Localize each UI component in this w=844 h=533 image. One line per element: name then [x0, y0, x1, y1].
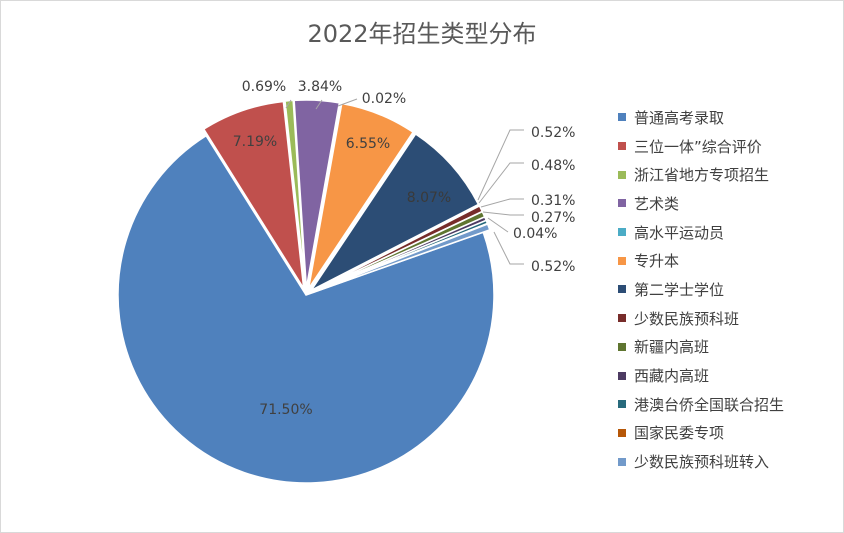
leader-line-7	[477, 129, 524, 201]
legend-swatch	[618, 228, 626, 237]
legend-item: 专升本	[618, 246, 784, 275]
legend-swatch	[618, 457, 626, 466]
data-label-11: 0.04%	[513, 226, 557, 242]
pie-slice-6	[308, 132, 480, 293]
legend-item: 国家民委专项	[618, 419, 784, 448]
pie-slice-4	[306, 102, 342, 289]
leader-line-4	[337, 98, 358, 107]
data-label-7: 0.52%	[531, 125, 575, 141]
legend-label: 少数民族预科班转入	[634, 453, 770, 472]
legend-swatch	[618, 314, 626, 323]
legend-swatch	[618, 199, 626, 208]
data-label-4: 0.02%	[362, 91, 406, 107]
data-label-1: 7.19%	[233, 134, 277, 150]
legend-swatch	[618, 256, 626, 265]
legend-item: 艺术类	[618, 189, 784, 218]
legend-swatch	[618, 428, 626, 437]
legend-label: 高水平运动员	[634, 223, 725, 242]
legend-item: 少数民族预科班	[618, 304, 784, 333]
legend-swatch	[618, 371, 626, 380]
pie-slice-3	[293, 99, 341, 289]
data-label-2: 0.69%	[242, 79, 286, 95]
legend-label: 普通高考录取	[634, 108, 725, 127]
data-label-12: 0.52%	[531, 259, 575, 275]
legend-swatch	[618, 170, 626, 179]
leader-line-12	[493, 231, 524, 265]
pie-slice-0	[117, 134, 495, 484]
leader-line-8	[478, 162, 524, 204]
legend-label: 专升本	[634, 252, 680, 271]
pie-slice-12	[312, 223, 491, 294]
legend-label: 国家民委专项	[634, 424, 725, 443]
legend-item: 新疆内高班	[618, 333, 784, 362]
leader-line-10	[482, 211, 524, 216]
data-label-9: 0.31%	[531, 193, 575, 209]
legend-label: 艺术类	[634, 194, 680, 213]
legend-label: 浙江省地方专项招生	[634, 166, 770, 185]
legend-item: 港澳台侨全国联合招生	[618, 390, 784, 419]
legend-label: 港澳台侨全国联合招生	[634, 395, 785, 414]
data-label-3: 3.84%	[298, 79, 342, 95]
data-label-0: 71.50%	[259, 402, 312, 418]
legend-label: 西藏内高班	[634, 367, 710, 386]
data-label-8: 0.48%	[531, 158, 575, 174]
legend-label: 新疆内高班	[634, 338, 710, 357]
data-label-5: 6.55%	[346, 136, 390, 152]
legend-item: 第二学士学位	[618, 275, 784, 304]
chart-legend: 普通高考录取三位一体”综合评价 浙江省地方专项招生 艺术类高水平运动员 专升本第二学士…	[618, 103, 784, 476]
legend-label: 少数民族预科班	[634, 309, 740, 328]
legend-item: 浙江省地方专项招生	[618, 160, 784, 189]
pie-slice-5	[307, 102, 415, 289]
leader-line-9	[480, 198, 524, 208]
leader-line-11	[487, 217, 509, 233]
legend-swatch	[618, 400, 626, 409]
pie-slice-2	[284, 99, 307, 289]
legend-item: 普通高考录取	[618, 103, 784, 132]
legend-swatch	[618, 142, 626, 151]
legend-item: 三位一体”综合评价	[618, 132, 784, 161]
data-label-6: 8.07%	[407, 190, 451, 206]
legend-label: 三位一体”综合评价	[634, 137, 762, 156]
legend-item: 高水平运动员	[618, 218, 784, 247]
pie-slice-1	[202, 100, 305, 289]
chart-title: 2022年招生类型分布	[307, 20, 537, 48]
leader-line-2	[285, 99, 292, 109]
legend-swatch	[618, 113, 626, 122]
leader-line-3	[315, 99, 323, 110]
legend-label: 第二学士学位	[634, 280, 725, 299]
legend-item: 少数民族预科班转入	[618, 447, 784, 476]
legend-item: 西藏内高班	[618, 361, 784, 390]
data-label-10: 0.27%	[531, 210, 575, 226]
legend-swatch	[618, 285, 626, 294]
legend-swatch	[618, 342, 626, 351]
